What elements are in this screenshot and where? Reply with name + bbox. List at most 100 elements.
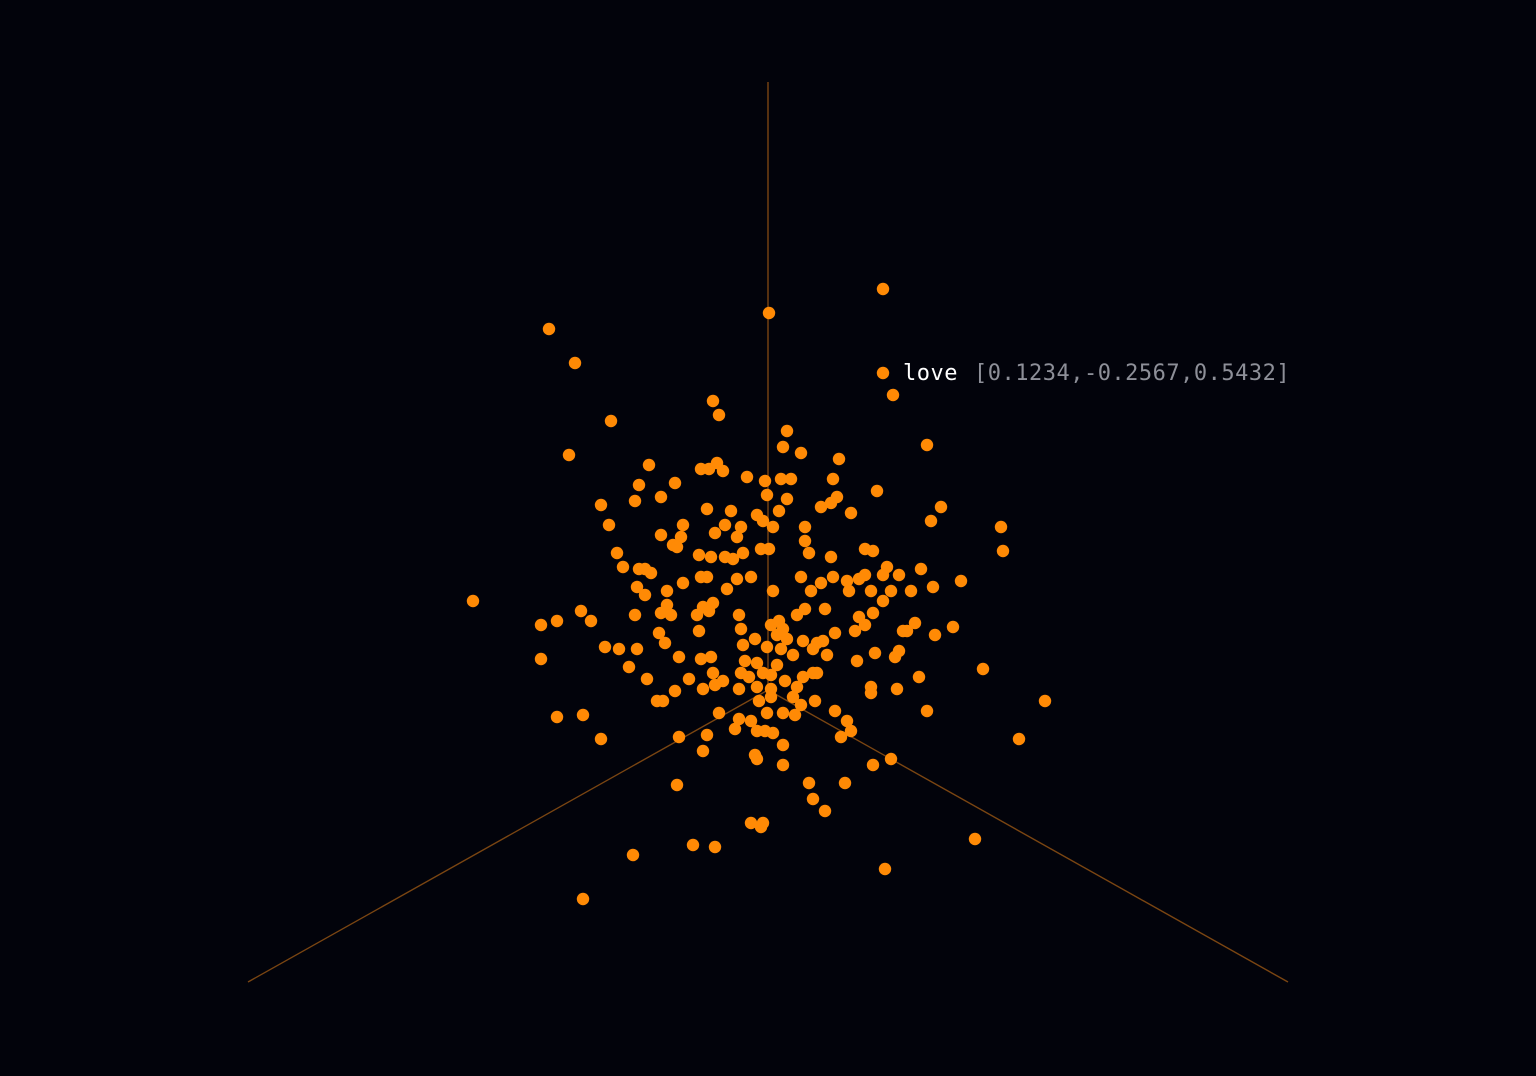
data-point[interactable] xyxy=(534,618,548,632)
data-point[interactable] xyxy=(886,388,900,402)
data-point[interactable] xyxy=(784,472,798,486)
data-point[interactable] xyxy=(968,832,982,846)
data-point[interactable] xyxy=(914,562,928,576)
data-point[interactable] xyxy=(810,666,824,680)
data-point[interactable] xyxy=(776,440,790,454)
data-point[interactable] xyxy=(690,608,704,622)
data-point[interactable] xyxy=(668,684,682,698)
data-point[interactable] xyxy=(756,514,770,528)
data-point[interactable] xyxy=(708,526,722,540)
data-point[interactable] xyxy=(840,714,854,728)
data-point[interactable] xyxy=(878,862,892,876)
data-point[interactable] xyxy=(740,470,754,484)
data-point[interactable] xyxy=(848,624,862,638)
data-point[interactable] xyxy=(466,594,480,608)
data-point[interactable] xyxy=(732,608,746,622)
data-point[interactable] xyxy=(730,572,744,586)
data-point[interactable] xyxy=(928,628,942,642)
data-point[interactable] xyxy=(748,632,762,646)
data-point[interactable] xyxy=(766,520,780,534)
data-point[interactable] xyxy=(720,582,734,596)
data-point[interactable] xyxy=(890,682,904,696)
data-point[interactable] xyxy=(764,668,778,682)
data-point[interactable] xyxy=(866,606,880,620)
data-point[interactable] xyxy=(884,752,898,766)
data-point[interactable] xyxy=(904,584,918,598)
data-point[interactable] xyxy=(700,570,714,584)
data-point[interactable] xyxy=(730,530,744,544)
data-point[interactable] xyxy=(866,758,880,772)
data-point[interactable] xyxy=(802,776,816,790)
data-point[interactable] xyxy=(744,714,758,728)
data-point[interactable] xyxy=(926,580,940,594)
data-point[interactable] xyxy=(676,576,690,590)
data-point[interactable] xyxy=(672,730,686,744)
data-point[interactable] xyxy=(838,776,852,790)
data-point[interactable] xyxy=(594,732,608,746)
data-point[interactable] xyxy=(658,636,672,650)
data-point[interactable] xyxy=(700,502,714,516)
data-point[interactable] xyxy=(814,576,828,590)
data-point[interactable] xyxy=(786,648,800,662)
data-point[interactable] xyxy=(780,632,794,646)
data-point[interactable] xyxy=(796,670,810,684)
data-point[interactable] xyxy=(824,550,838,564)
data-point[interactable] xyxy=(760,640,774,654)
data-point[interactable] xyxy=(830,490,844,504)
data-point[interactable] xyxy=(638,588,652,602)
data-point[interactable] xyxy=(660,584,674,598)
data-point[interactable] xyxy=(876,568,890,582)
data-point[interactable] xyxy=(610,546,624,560)
data-point[interactable] xyxy=(616,560,630,574)
data-point[interactable] xyxy=(786,690,800,704)
data-point[interactable] xyxy=(594,498,608,512)
data-point[interactable] xyxy=(574,604,588,618)
data-point[interactable] xyxy=(736,638,750,652)
data-point[interactable] xyxy=(920,704,934,718)
data-point[interactable] xyxy=(696,682,710,696)
data-point[interactable] xyxy=(818,602,832,616)
data-point[interactable] xyxy=(996,544,1010,558)
data-point[interactable] xyxy=(828,626,842,640)
data-point[interactable] xyxy=(994,520,1008,534)
data-point[interactable] xyxy=(664,608,678,622)
data-point[interactable] xyxy=(774,642,788,656)
data-point[interactable] xyxy=(806,642,820,656)
data-point[interactable] xyxy=(912,670,926,684)
data-point[interactable] xyxy=(708,840,722,854)
data-point[interactable] xyxy=(718,518,732,532)
data-point[interactable] xyxy=(704,650,718,664)
data-point[interactable] xyxy=(818,804,832,818)
data-point[interactable] xyxy=(750,656,764,670)
data-point[interactable] xyxy=(790,680,804,694)
data-point[interactable] xyxy=(728,722,742,736)
data-point[interactable] xyxy=(760,706,774,720)
data-point[interactable] xyxy=(866,544,880,558)
data-point[interactable] xyxy=(776,706,790,720)
data-point[interactable] xyxy=(1038,694,1052,708)
data-point[interactable] xyxy=(692,624,706,638)
data-point[interactable] xyxy=(954,574,968,588)
data-point[interactable] xyxy=(852,572,866,586)
data-point[interactable] xyxy=(884,584,898,598)
data-point[interactable] xyxy=(826,472,840,486)
data-point[interactable] xyxy=(808,694,822,708)
data-point[interactable] xyxy=(742,670,756,684)
point-highlighted[interactable] xyxy=(876,366,890,380)
data-point[interactable] xyxy=(712,706,726,720)
data-point[interactable] xyxy=(798,520,812,534)
data-point[interactable] xyxy=(732,712,746,726)
data-point[interactable] xyxy=(770,658,784,672)
data-point[interactable] xyxy=(798,602,812,616)
data-point[interactable] xyxy=(924,514,938,528)
data-point[interactable] xyxy=(1012,732,1026,746)
data-point[interactable] xyxy=(820,648,834,662)
data-point[interactable] xyxy=(794,570,808,584)
data-point[interactable] xyxy=(654,606,668,620)
data-point[interactable] xyxy=(870,484,884,498)
data-point[interactable] xyxy=(776,738,790,752)
data-point[interactable] xyxy=(776,758,790,772)
data-point[interactable] xyxy=(876,282,890,296)
data-point[interactable] xyxy=(758,474,772,488)
data-point[interactable] xyxy=(612,642,626,656)
